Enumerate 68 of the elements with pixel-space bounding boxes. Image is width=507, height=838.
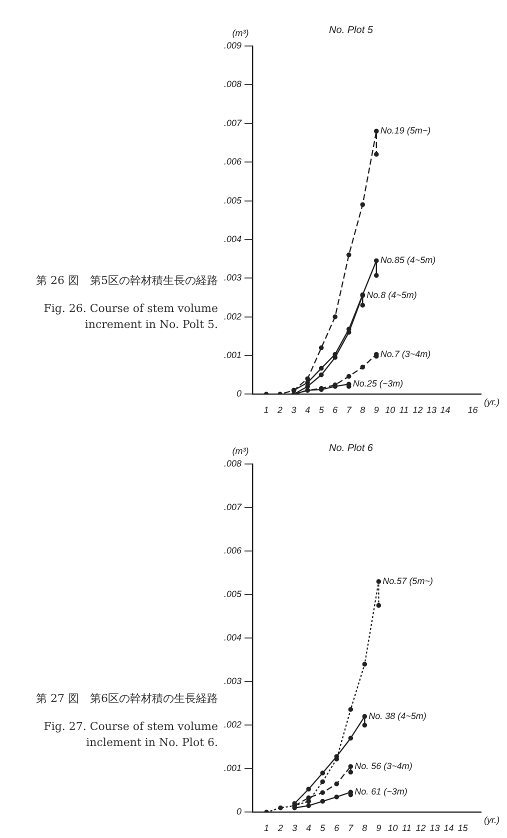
- y-tick-label: .009: [224, 40, 242, 50]
- y-tick-label: .005: [224, 589, 242, 600]
- x-tick-label: 12: [416, 823, 426, 834]
- x-tick-label: 2: [276, 405, 283, 416]
- y-tick-label: .003: [224, 272, 242, 283]
- y-tick-label: .002: [224, 720, 242, 730]
- caption: Fig. 26. Course of stem volume increment in No. Polt 5.: [42, 301, 218, 333]
- y-tick-label: .001: [224, 350, 242, 360]
- x-tick-label: 6: [332, 405, 338, 416]
- series-label: No. 56 (3~4m): [354, 761, 412, 771]
- series-label: No.25 (~3m): [352, 378, 404, 389]
- x-tick-label: 4: [305, 405, 310, 416]
- y-tick-label: .007: [224, 118, 242, 128]
- x-tick-label: 1: [264, 823, 270, 834]
- y-tick-label: 0: [236, 806, 242, 817]
- x-tick-label: 14: [444, 823, 454, 834]
- x-tick-label: 13: [430, 823, 440, 834]
- y-tick-label: 0: [236, 388, 242, 399]
- x-tick-label: 3: [292, 823, 298, 834]
- y-tick-label: .004: [224, 632, 242, 643]
- series-label: No.7 (3~4m): [380, 348, 431, 359]
- y-axis-title: (m³): [232, 446, 249, 456]
- series-label: No.85 (4~5m): [380, 255, 436, 266]
- x-tick-label: 10: [388, 823, 398, 834]
- x-tick-label: 15: [458, 823, 469, 834]
- x-tick-label: 9: [374, 405, 379, 416]
- y-tick-label: .007: [224, 502, 242, 512]
- y-axis-title: (m³): [232, 28, 249, 38]
- x-tick-label: 5: [320, 823, 326, 834]
- series-label: No.19 (5m~): [380, 126, 431, 136]
- chart-title: No. Plot 6: [329, 442, 374, 454]
- y-tick-label: .005: [224, 195, 242, 206]
- x-tick-label: 8: [362, 823, 368, 834]
- x-tick-label: 2: [277, 823, 284, 834]
- chart-title: No. Plot 5: [329, 24, 374, 36]
- y-tick-label: .006: [224, 156, 242, 167]
- x-tick-label: 14: [440, 405, 450, 416]
- series-label: No. 61 (~3m): [354, 786, 408, 797]
- x-tick-label: 11: [402, 823, 412, 834]
- y-tick-label: .006: [224, 546, 242, 556]
- series-label: No. 38 (4~5m): [368, 710, 426, 721]
- x-tick-label: 3: [291, 405, 296, 416]
- x-tick-label: 7: [348, 823, 354, 834]
- x-tick-label: 4: [306, 823, 312, 834]
- caption: Fig. 27. Course of stem volume inclement in No. Plot 6.: [42, 719, 218, 751]
- x-tick-label: 6: [334, 823, 340, 834]
- x-tick-label: 8: [360, 405, 366, 416]
- y-tick-label: .008: [224, 79, 242, 90]
- x-tick-label: 9: [376, 823, 382, 834]
- x-axis-title: (yr.): [484, 815, 500, 826]
- text: 第 27 図 第6区の幹材積の生長経路: [35, 691, 218, 707]
- y-tick-label: .002: [224, 311, 242, 322]
- x-tick-label: 5: [318, 405, 325, 416]
- x-axis-title: (yr.): [484, 397, 500, 408]
- x-tick-label: 13: [426, 405, 436, 416]
- x-tick-label: 10: [385, 405, 396, 416]
- y-tick-label: .001: [224, 763, 242, 774]
- y-tick-label: .003: [224, 676, 242, 686]
- y-tick-label: .008: [224, 458, 242, 468]
- x-tick-label: 12: [412, 405, 423, 416]
- x-tick-label: 1: [264, 405, 269, 416]
- x-tick-label: 11: [399, 405, 409, 416]
- series-label: No.8 (4~5m): [366, 290, 417, 300]
- x-tick-label: 16: [468, 405, 478, 416]
- series-label: No.57 (5m~): [382, 576, 433, 586]
- text: 第 26 図 第5区の幹材積生長の経路: [35, 273, 218, 289]
- x-tick-label: 7: [346, 405, 352, 416]
- y-tick-label: .004: [224, 234, 242, 244]
